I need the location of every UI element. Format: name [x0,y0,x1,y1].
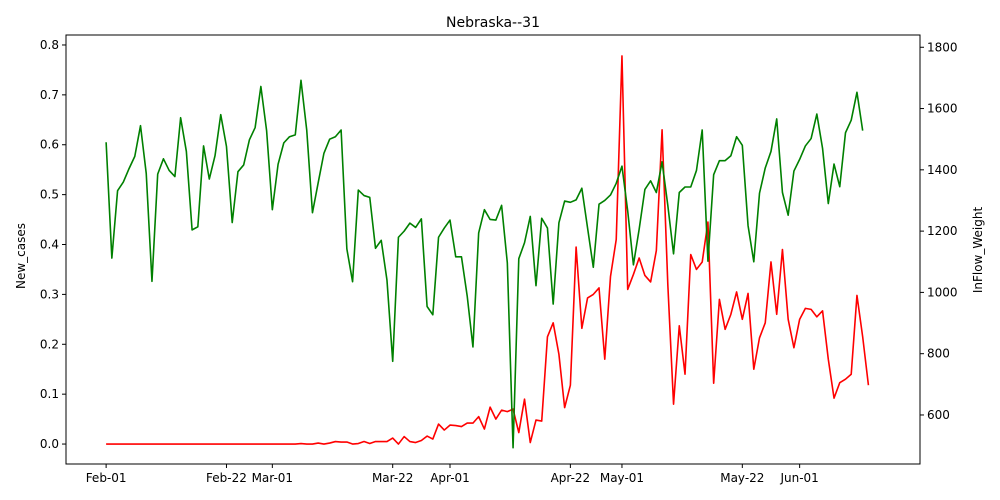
x-tick-label: May-22 [720,471,764,485]
left-tick-label: 0.0 [40,437,59,451]
left-tick-label: 0.2 [40,337,59,351]
right-tick-label: 600 [927,408,950,422]
right-tick-label: 1800 [927,40,958,54]
x-tick-label: Apr-22 [551,471,591,485]
right-tick-label: 1200 [927,224,958,238]
right-tick-label: 1400 [927,163,958,177]
left-tick-label: 0.8 [40,38,59,52]
right-tick-label: 1000 [927,285,958,299]
x-tick-label: Feb-01 [86,471,127,485]
left-tick-label: 0.7 [40,88,59,102]
left-tick-label: 0.5 [40,188,59,202]
inflow-weight-series-line [105,79,864,449]
right-tick-label: 800 [927,347,950,361]
left-tick-label: 0.3 [40,287,59,301]
left-tick-label: 0.4 [40,238,59,252]
plot-frame [65,34,921,465]
x-tick-label: Jun-01 [779,471,818,485]
right-axis-label: InFlow_Weight [971,207,985,294]
right-tick-label: 1600 [927,102,958,116]
x-tick-label: Mar-01 [252,471,293,485]
left-tick-label: 0.6 [40,138,59,152]
x-tick-label: May-01 [600,471,644,485]
left-tick-label: 0.1 [40,387,59,401]
left-axis-label: New_cases [14,223,28,289]
chart-title: Nebraska--31 [446,15,540,31]
axis-ticks: Feb-01 Feb-22 Mar-01 Mar-22 Apr-01 Apr-22 May-… [40,38,958,485]
x-tick-label: Feb-22 [206,471,247,485]
x-tick-label: Apr-01 [430,471,470,485]
x-tick-label: Mar-22 [372,471,413,485]
new-cases-series-line [106,55,870,445]
series-layer [105,55,870,449]
